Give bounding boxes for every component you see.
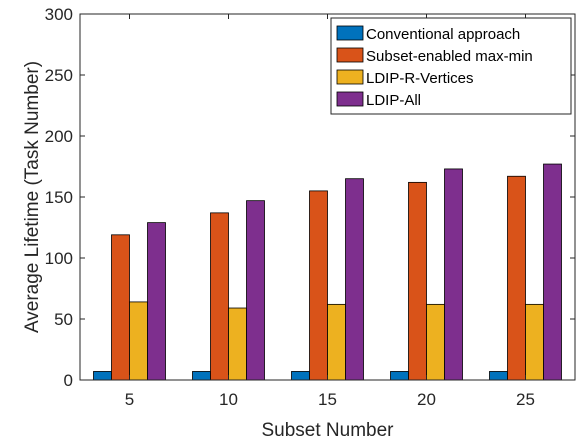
bar-ldip-r-vertices-10 bbox=[228, 307, 247, 381]
y-tick-label: 300 bbox=[45, 5, 73, 24]
bar-subset-enabled-max-min-15 bbox=[309, 190, 328, 381]
bar-subset-enabled-max-min-25 bbox=[507, 175, 526, 381]
legend-label: Subset-enabled max-min bbox=[366, 48, 533, 65]
legend-box bbox=[330, 17, 572, 115]
legend-swatch bbox=[336, 69, 364, 85]
legend-swatch bbox=[336, 47, 364, 63]
legend-swatch bbox=[336, 25, 364, 41]
bar-ldip-r-vertices-15 bbox=[327, 303, 346, 381]
bar-ldip-r-vertices-25 bbox=[525, 303, 544, 381]
y-tick-label: 100 bbox=[45, 249, 73, 268]
bar-conventional-approach-20 bbox=[390, 371, 409, 381]
bar-conventional-approach-25 bbox=[489, 371, 508, 381]
bar-ldip-all-15 bbox=[345, 178, 364, 381]
bar-ldip-all-5 bbox=[147, 222, 166, 381]
legend-label: LDIP-All bbox=[366, 92, 421, 109]
x-tick-label: 5 bbox=[125, 390, 134, 409]
legend-label: Conventional approach bbox=[366, 26, 520, 43]
y-tick-label: 150 bbox=[45, 188, 73, 207]
bar-conventional-approach-15 bbox=[291, 371, 310, 381]
bar-conventional-approach-5 bbox=[93, 371, 112, 381]
bar-conventional-approach-10 bbox=[192, 371, 211, 381]
y-axis-title: Average Lifetime (Task Number) bbox=[22, 61, 43, 333]
x-axis-title: Subset Number bbox=[261, 420, 394, 441]
bar-ldip-r-vertices-5 bbox=[129, 301, 148, 381]
bar-subset-enabled-max-min-20 bbox=[408, 181, 427, 381]
y-tick-label: 250 bbox=[45, 66, 73, 85]
y-tick-label: 50 bbox=[54, 310, 73, 329]
legend: Conventional approach Subset-enabled max-… bbox=[330, 17, 572, 115]
bar-ldip-all-25 bbox=[543, 163, 562, 381]
x-tick-label: 20 bbox=[417, 390, 436, 409]
x-tick-label: 10 bbox=[219, 390, 238, 409]
bar-subset-enabled-max-min-5 bbox=[111, 234, 130, 381]
plot-frame bbox=[79, 13, 576, 381]
legend-swatch bbox=[336, 91, 364, 107]
x-tick-label: 25 bbox=[516, 390, 535, 409]
bars-group bbox=[93, 163, 562, 381]
ticks-group: 0 50 100 150 200 250 300 5 10 15 20 25 bbox=[45, 5, 575, 409]
y-tick-label: 200 bbox=[45, 127, 73, 146]
bar-subset-enabled-max-min-10 bbox=[210, 212, 229, 381]
bar-ldip-all-10 bbox=[246, 200, 265, 381]
bar-ldip-r-vertices-20 bbox=[426, 303, 445, 381]
y-tick-label: 0 bbox=[64, 371, 73, 390]
bar-ldip-all-20 bbox=[444, 168, 463, 381]
legend-label: LDIP-R-Vertices bbox=[366, 70, 474, 87]
x-tick-label: 15 bbox=[318, 390, 337, 409]
